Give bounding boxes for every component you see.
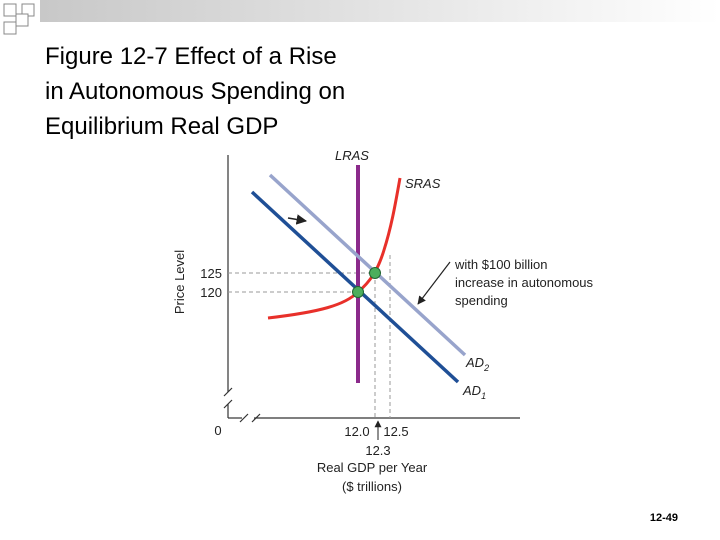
ad2-line bbox=[268, 173, 467, 357]
annotation: spending bbox=[455, 293, 508, 308]
x-axis-label: Real GDP per Year bbox=[317, 460, 428, 475]
title: Equilibrium Real GDP bbox=[45, 113, 278, 140]
ad1-label: AD1 bbox=[462, 383, 486, 401]
y-tick-label: 120 bbox=[200, 285, 222, 300]
ad2-text: AD bbox=[465, 355, 484, 370]
x-axis-label: ($ trillions) bbox=[342, 479, 402, 494]
corner-squares bbox=[3, 3, 35, 35]
ad2-sub: 2 bbox=[483, 363, 489, 373]
equilibrium-point bbox=[352, 286, 364, 298]
ad2-label: AD2 bbox=[465, 355, 489, 373]
annotation: increase in autonomous bbox=[455, 275, 594, 290]
title: in Autonomous Spending on bbox=[45, 78, 345, 105]
slide-number: 12-49 bbox=[650, 512, 678, 524]
ad1-sub: 1 bbox=[481, 391, 486, 401]
y-tick-label: 125 bbox=[200, 266, 222, 281]
header-bar bbox=[40, 0, 720, 22]
sras-curve bbox=[267, 177, 402, 320]
origin-label: 0 bbox=[214, 423, 221, 438]
annotation: with $100 billion bbox=[454, 257, 548, 272]
ad1-text: AD bbox=[462, 383, 481, 398]
x-tick-label: 12.0 bbox=[344, 424, 369, 439]
equilibrium-point bbox=[369, 267, 381, 279]
shift-arrow bbox=[287, 214, 308, 225]
title: Figure 12-7 Effect of a Rise bbox=[45, 43, 337, 70]
x-tick-label: 12.3 bbox=[365, 443, 390, 458]
x-tick-label: 12.5 bbox=[383, 424, 408, 439]
annotation-arrow bbox=[417, 261, 451, 305]
lras-label: LRAS bbox=[335, 148, 369, 163]
y-axis-label: Price Level bbox=[172, 250, 187, 314]
sras-label: SRAS bbox=[405, 176, 441, 191]
